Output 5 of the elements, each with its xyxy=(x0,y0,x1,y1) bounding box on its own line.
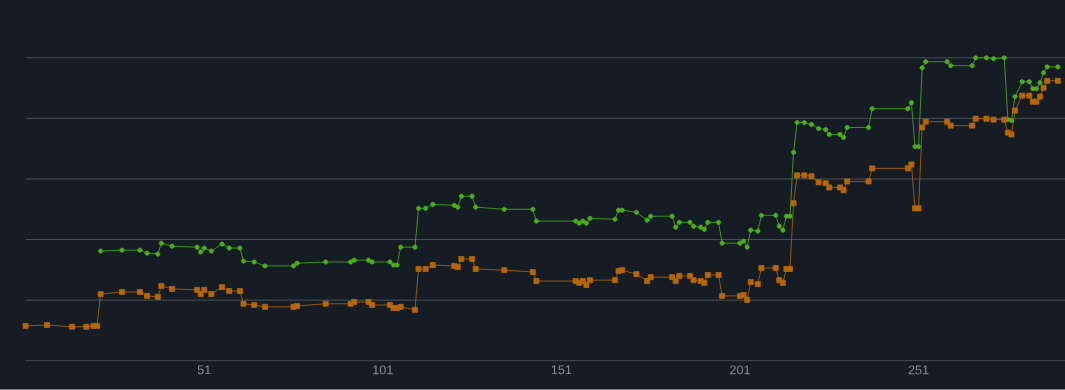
x-tick-label: 251 xyxy=(908,365,929,375)
x-tick-label: 101 xyxy=(373,365,393,375)
x-tick-label: 201 xyxy=(730,365,750,375)
x-tick-label: 151 xyxy=(551,365,572,375)
x-tick-label: 51 xyxy=(197,365,211,375)
